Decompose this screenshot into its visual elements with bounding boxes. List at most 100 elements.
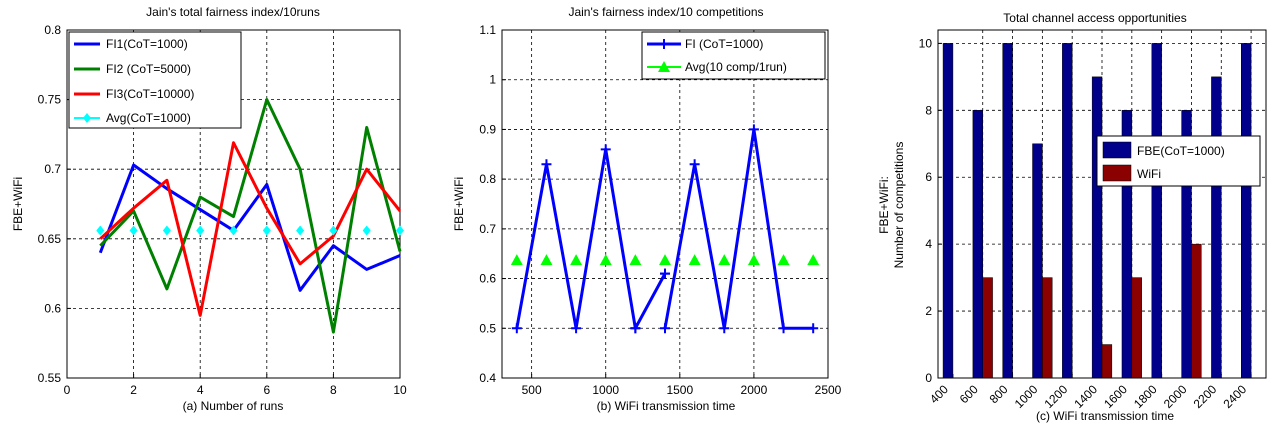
panel-a-ytick-label-0: 0.55 [38, 371, 62, 385]
panel-b-series-0-point-0 [511, 323, 522, 334]
panel-c-title: Total channel access opportunities [1003, 11, 1186, 25]
panel-b-xlabel: (b) WiFi transmission time [597, 399, 736, 413]
panel-c: Total channel access opportunities 0 2 4 6 8… [877, 11, 1267, 423]
panel-b-ytick-label-1: 0.5 [479, 321, 496, 335]
panel-a-series-3-point-6 [296, 225, 305, 236]
panel-b-ylabel: FBE+WiFi [452, 177, 466, 231]
panel-a-series-3-point-7 [329, 225, 338, 236]
panel-b-xtick-label-0: 500 [522, 383, 542, 397]
panel-c-xtick-label-6: 1600 [1101, 382, 1130, 411]
panel-b-series-0-point-13 [808, 323, 819, 334]
panel-b-ytick-label-4: 0.8 [479, 172, 496, 186]
panel-c-plot-area [942, 43, 1252, 379]
panel-a-xtick-label-0: 0 [64, 383, 71, 397]
panel-a-xtick-label-5: 10 [393, 383, 407, 397]
panel-c-legend: FBE(CoT=1000) WiFi [1096, 135, 1261, 187]
panel-b-xtick-label-3: 2000 [741, 383, 768, 397]
legend-label-fi2: FI2 (CoT=5000) [106, 62, 191, 76]
panel-b-series-1-point-1 [540, 254, 553, 266]
panel-b-series-1-point-9 [777, 254, 790, 266]
panel-a-series-3-point-3 [196, 225, 205, 236]
panel-a-xtick-label-2: 4 [197, 383, 204, 397]
panel-c-bar-1-6 [1131, 277, 1142, 379]
panel-c-xtick-label-1: 600 [957, 382, 981, 406]
panel-a-legend-box [68, 31, 242, 129]
panel-c-bar-0-4 [1062, 43, 1073, 379]
panel-b-series-0-line-0 [515, 147, 637, 330]
panel-a-ytick-label-4: 0.75 [38, 93, 62, 107]
panel-c-ytick-label-5: 10 [919, 36, 933, 50]
panel-b-series-1-point-3 [599, 254, 612, 266]
panel-c-ylabel: FBE+WiFi: [877, 176, 891, 234]
panel-b-xtick-label-2: 1500 [666, 383, 693, 397]
panel-a-axes-box [66, 29, 401, 379]
panel-b-series-0-point-12 [778, 323, 789, 334]
panel-a-series-2-line-0 [99, 141, 402, 317]
panel-c-ytick-label-1: 2 [925, 304, 932, 318]
panel-a-ytick-label-3: 0.7 [44, 162, 61, 176]
panel-c-ylabel-2: Number of competitions [892, 142, 906, 269]
panel-a-series-3-point-1 [129, 225, 138, 236]
panel-a-series-1-line-0 [99, 98, 402, 334]
panel-b-series-0-point-10 [719, 323, 730, 334]
panel-c-bar-1-1 [982, 277, 993, 379]
panel-a-ytick-label-1: 0.6 [44, 301, 61, 315]
panel-c-xtick-label-5: 1400 [1071, 382, 1100, 411]
panel-b-series-0-point-7 [660, 268, 670, 279]
legend-label-fbe: FBE(CoT=1000) [1137, 144, 1225, 158]
panel-c-bar-1-3 [1042, 277, 1053, 379]
panel-a-plot-area [96, 98, 404, 334]
panel-c-bar-0-10 [1241, 43, 1252, 379]
legend-label-wifi: WiFi [1137, 167, 1161, 181]
legend-marker-avg-a [83, 113, 91, 123]
panel-a-xtick-label-4: 8 [330, 383, 337, 397]
panel-c-bar-0-3 [1032, 143, 1043, 379]
legend-entry-fi2: FI2 (CoT=5000) [74, 62, 191, 76]
panel-a-series-0-line-0 [98, 163, 401, 292]
panel-b-xtick-label-4: 2500 [815, 383, 842, 397]
panel-b-ytick-label-3: 0.7 [479, 222, 496, 236]
panel-c-bar-0-6 [1121, 110, 1133, 379]
panel-c-bar-1-5 [1101, 344, 1113, 379]
panel-c-xtick-label-7: 1800 [1131, 382, 1160, 411]
panel-a-series-3-point-2 [162, 225, 171, 236]
panel-a-xtick-label-1: 2 [130, 383, 137, 397]
panel-c-xtick-label-10: 2400 [1220, 382, 1249, 411]
panel-a-legend: FI1(CoT=1000) FI2 (CoT=5000) FI3(CoT=100… [68, 31, 242, 129]
panel-b-series-1-point-10 [807, 254, 820, 266]
legend-label-fi3: FI3(CoT=10000) [106, 87, 194, 101]
panel-b-series-0-point-1 [541, 159, 552, 170]
legend-entry-fbe: FBE(CoT=1000) [1102, 141, 1225, 159]
panel-b-series-0-point-5 [630, 323, 641, 334]
panel-b-series-1-point-8 [747, 254, 760, 266]
legend-entry-fi-b: FI (CoT=1000) [647, 37, 763, 51]
panel-b-legend-box [641, 31, 826, 80]
panel-a-series-3-point-4 [229, 225, 238, 236]
legend-entry-wifi: WiFi [1102, 164, 1161, 182]
legend-entry-avg-a: Avg(CoT=1000) [74, 111, 191, 125]
legend-entry-avg-b: Avg(10 comp/1run) [647, 60, 787, 74]
panel-b-tick-labels: 500 1000 1500 2000 2500 0.4 0.5 0.6 0.7 0.8 0.9 1 1.… [479, 23, 841, 397]
legend-swatch-fbe [1102, 141, 1132, 159]
panel-b-series-1-point-2 [570, 254, 583, 266]
panel-c-bar-0-1 [972, 110, 983, 379]
panel-c-bar-0-7 [1151, 43, 1162, 379]
panel-b-legend: FI (CoT=1000) Avg(10 comp/1run) [641, 31, 826, 80]
panel-b-series-0-point-11 [748, 124, 759, 135]
panel-b-title: Jain's fairness index/10 competitions [568, 5, 763, 19]
panel-a-title: Jain's total fairness index/10runs [146, 5, 320, 19]
panel-b-series-1-point-5 [659, 254, 671, 266]
panel-b-axes-box [501, 29, 829, 379]
panel-a: Jain's total fairness index/10runs 0 2 4 6 8… [11, 5, 407, 413]
panel-a-series-3-point-0 [96, 225, 105, 236]
panel-c-xlabel: (c) WiFi transmission time [1036, 409, 1174, 423]
panel-a-xlabel: (a) Number of runs [183, 399, 284, 413]
panel-b-plot-area [510, 124, 820, 334]
panel-c-xtick-label-4: 1200 [1042, 382, 1071, 411]
panel-c-bar-0-5 [1091, 76, 1103, 379]
panel-b-series-0-point-3 [600, 144, 611, 155]
legend-label-avg-a: Avg(CoT=1000) [106, 111, 191, 125]
panel-c-xtick-label-0: 400 [927, 382, 951, 406]
panel-b-series-1-point-0 [510, 254, 523, 266]
